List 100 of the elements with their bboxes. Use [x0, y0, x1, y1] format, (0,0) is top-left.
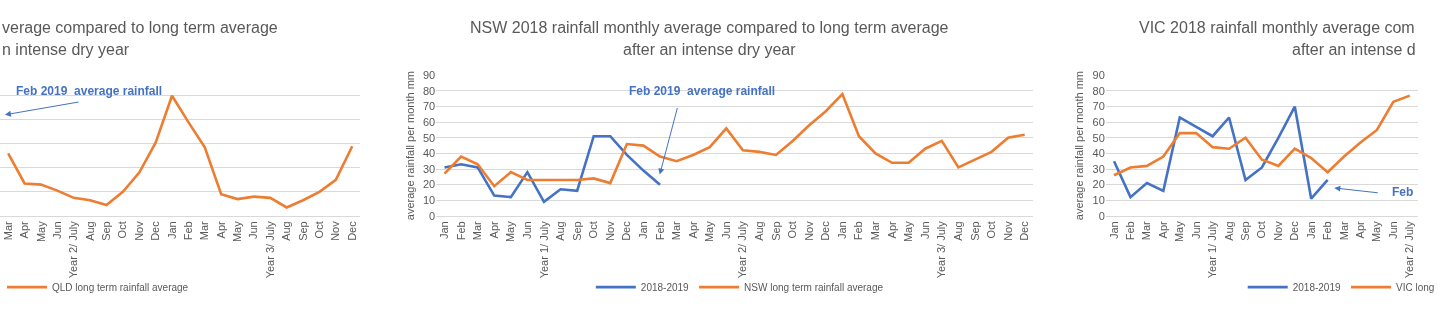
legend-label: 2018-2019 [1292, 282, 1341, 294]
x-tick-label: Aug [951, 221, 964, 241]
legend-label: QLD long term rainfall average [51, 282, 189, 294]
line-series [1112, 105, 1329, 200]
x-tick-label: Nov [329, 220, 342, 241]
x-tick-label: Mar [869, 220, 882, 241]
x-tick-label: Year 2/ July [67, 220, 80, 279]
x-tick-label: Feb [1321, 221, 1334, 241]
x-tick-label: May [504, 220, 517, 243]
chart-title: verage compared to long term average n intense dry year [2, 19, 278, 58]
chart-title: NSW 2018 rainfall monthly average compared to long term average after an intense dry year [470, 19, 949, 58]
x-tick-label: Jan [438, 221, 451, 240]
x-tick-label: Nov [802, 220, 815, 241]
x-tick-label: Apr [686, 220, 699, 239]
y-tick-label: 50 [422, 131, 436, 144]
x-tick-label: Feb [181, 221, 194, 241]
y-tick-label: 90 [422, 69, 436, 82]
x-tick-label: Apr [18, 220, 31, 239]
line-series [443, 134, 662, 204]
y-tick-label: 0 [429, 209, 436, 222]
y-tick-label: 70 [422, 100, 436, 113]
x-tick-label: Sep [968, 221, 981, 241]
x-tick-label: Aug [1222, 221, 1235, 241]
x-tick-label: Jan [637, 221, 650, 240]
x-tick-label: Oct [116, 221, 129, 239]
x-tick-label: Sep [570, 221, 583, 241]
y-tick-label: 60 [1092, 116, 1105, 129]
x-tick-label: Aug [83, 221, 96, 241]
x-tick-label: Jun [247, 221, 260, 240]
y-tick-label: 10 [1092, 194, 1105, 207]
x-tick-label: Jun [50, 221, 63, 240]
legend-label: 2018-2019 [640, 282, 690, 294]
x-tick-label: Jan [835, 221, 848, 240]
x-tick-label: May [34, 220, 47, 243]
y-tick-label: 10 [422, 194, 436, 207]
x-tick-label: Feb [852, 221, 865, 241]
x-tick-label: Year 3/ July [935, 220, 948, 279]
x-tick-label: Jan [165, 221, 178, 240]
x-tick-label: Jun [918, 221, 931, 240]
x-tick-label: Jan [1304, 221, 1317, 240]
x-tick-label: Dec [819, 220, 832, 241]
x-tick-label: May [902, 220, 915, 243]
x-tick-label: Dec [1018, 220, 1031, 241]
x-tick-label: Oct [985, 221, 998, 239]
x-tick-label: May [231, 220, 244, 243]
annotation: Feb 2019 average rainfall [16, 84, 163, 98]
x-tick-label: Dec [1288, 220, 1301, 241]
x-tick-label: Oct [1255, 221, 1268, 239]
x-tick-label: Jun [1386, 221, 1399, 240]
x-tick-label: Jan [1107, 221, 1120, 240]
x-tick-label: Year 2/ July [736, 220, 749, 279]
y-axis-title: average rainfall per month mm [1073, 71, 1086, 221]
x-tick-label: Apr [885, 220, 898, 239]
x-tick-label: May [1173, 220, 1186, 243]
x-tick-label: Feb [454, 221, 467, 241]
x-tick-label: Oct [587, 221, 600, 239]
x-tick-label: Mar [1337, 220, 1350, 241]
y-tick-label: 80 [1092, 84, 1105, 97]
x-tick-label: Dec [620, 220, 633, 241]
y-tick-label: 60 [422, 116, 436, 129]
x-tick-label: Oct [786, 221, 799, 239]
x-tick-label: Mar [1140, 220, 1153, 241]
y-tick-label: 0 [1098, 209, 1105, 222]
x-tick-label: Year 3/ July [263, 220, 276, 279]
x-tick-label: Aug [554, 221, 567, 241]
y-tick-label: 20 [422, 178, 436, 191]
x-tick-label: Nov [603, 220, 616, 241]
annotation: Feb [1392, 185, 1414, 199]
x-tick-label: Mar [670, 220, 683, 241]
x-tick-label: Apr [1354, 220, 1367, 239]
y-tick-label: 30 [422, 162, 436, 175]
x-tick-label: Year 1/ July [537, 220, 550, 279]
x-tick-label: Dec [149, 220, 162, 241]
annotation: Feb 2019 average rainfall [629, 84, 776, 98]
y-axis-title: average rainfall per month mm [403, 71, 416, 221]
x-tick-label: Dec [345, 220, 358, 241]
legend-label: VIC long [1395, 282, 1435, 294]
y-tick-label: 70 [1092, 100, 1105, 113]
y-tick-label: 40 [1092, 147, 1105, 160]
x-tick-label: Aug [753, 221, 766, 241]
y-tick-label: 40 [422, 147, 436, 160]
x-tick-label: Mar [198, 220, 211, 241]
legend-label: NSW long term rainfall average [744, 282, 884, 294]
x-tick-label: Nov [132, 220, 145, 241]
y-tick-label: 90 [1092, 69, 1105, 82]
y-tick-label: 20 [1092, 178, 1105, 191]
x-tick-label: Feb [653, 221, 666, 241]
x-tick-label: Apr [1156, 220, 1169, 239]
x-tick-label: Oct [313, 221, 326, 239]
x-tick-label: Jun [520, 221, 533, 240]
x-tick-label: Jun [719, 221, 732, 240]
x-tick-label: Sep [769, 221, 782, 241]
x-tick-label: May [1370, 220, 1383, 243]
x-tick-label: Feb [1124, 221, 1137, 241]
x-tick-label: Apr [487, 220, 500, 239]
x-tick-label: May [703, 220, 716, 243]
x-tick-label: Nov [1271, 220, 1284, 241]
y-tick-label: 30 [1092, 162, 1105, 175]
y-tick-label: 80 [422, 84, 436, 97]
y-tick-label: 50 [1092, 131, 1105, 144]
